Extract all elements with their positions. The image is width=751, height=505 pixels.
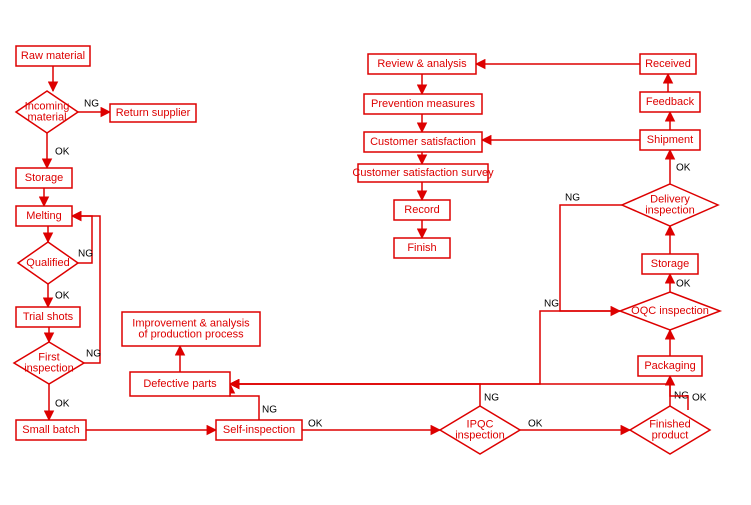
edge-label-6: OK	[55, 291, 70, 302]
node-label-improve: Improvement & analysisof production proc…	[132, 317, 250, 340]
edge-label-22: NG	[565, 193, 580, 204]
edge-ipqc-defective	[230, 384, 480, 406]
node-label-shipment: Shipment	[647, 134, 693, 146]
node-ipqc: IPQCinspection	[440, 406, 520, 454]
node-feedback: Feedback	[640, 92, 700, 112]
edge-label-13: OK	[308, 419, 323, 430]
edge-label-15: OK	[528, 419, 543, 430]
node-label-received: Received	[645, 58, 691, 70]
edge-label-9: OK	[55, 399, 70, 410]
edge-label-20: OK	[676, 279, 691, 290]
node-label-oqc: OQC inspection	[631, 305, 709, 317]
node-label-finprod: Finishedproduct	[649, 418, 691, 441]
node-packaging: Packaging	[638, 356, 702, 376]
node-raw: Raw material	[16, 46, 90, 66]
node-label-delivery: Deliveryinspection	[645, 193, 695, 216]
node-storage1: Storage	[16, 168, 72, 188]
node-label-trial: Trial shots	[23, 311, 74, 323]
edge-label-5: NG	[78, 249, 93, 260]
node-finish: Finish	[394, 238, 450, 258]
edge-label-14: NG	[484, 393, 499, 404]
node-label-qualified: Qualified	[26, 257, 69, 269]
node-incoming: Incomingmaterial	[16, 91, 78, 133]
node-label-raw: Raw material	[21, 50, 85, 62]
edge-label-8: NG	[86, 349, 101, 360]
edge-finprod-defective	[230, 384, 670, 406]
node-received: Received	[640, 54, 696, 74]
node-label-packaging: Packaging	[644, 360, 695, 372]
node-review: Review & analysis	[368, 54, 476, 74]
node-qualified: Qualified	[18, 242, 78, 284]
node-label-survey: Customer satisfaction survey	[352, 167, 494, 179]
node-label-review: Review & analysis	[377, 58, 467, 70]
node-label-record: Record	[404, 204, 439, 216]
node-survey: Customer satisfaction survey	[352, 164, 494, 182]
node-finprod: Finishedproduct	[630, 406, 710, 454]
node-return: Return supplier	[110, 104, 196, 122]
edge-oqc-defective	[230, 311, 620, 384]
node-prevent: Prevention measures	[364, 94, 482, 114]
edge-selfinsp-defective	[230, 384, 259, 420]
edge-delivery-oqc	[560, 205, 622, 311]
edge-label-23: OK	[676, 163, 691, 174]
node-record: Record	[394, 200, 450, 220]
node-custsat: Customer satisfaction	[364, 132, 482, 152]
node-small: Small batch	[16, 420, 86, 440]
node-label-selfinsp: Self-inspection	[223, 424, 295, 436]
edge-label-2: OK	[55, 147, 70, 158]
node-trial: Trial shots	[16, 307, 80, 327]
node-label-return: Return supplier	[116, 107, 191, 119]
node-label-feedback: Feedback	[646, 96, 695, 108]
node-label-prevent: Prevention measures	[371, 98, 475, 110]
node-oqc: OQC inspection	[620, 292, 720, 330]
node-label-defective: Defective parts	[143, 378, 217, 390]
node-melting: Melting	[16, 206, 72, 226]
node-label-storage2: Storage	[651, 258, 690, 270]
node-shipment: Shipment	[640, 130, 700, 150]
node-delivery: Deliveryinspection	[622, 184, 718, 226]
node-label-finish: Finish	[407, 242, 436, 254]
edge-label-11: NG	[262, 405, 277, 416]
node-label-small: Small batch	[22, 424, 79, 436]
node-defective: Defective parts	[130, 372, 230, 396]
edge-label-1: NG	[84, 99, 99, 110]
edge-first-melting	[72, 216, 100, 363]
node-selfinsp: Self-inspection	[216, 420, 302, 440]
node-label-storage1: Storage	[25, 172, 64, 184]
edge-label-17: OK	[692, 393, 707, 404]
node-label-incoming: Incomingmaterial	[25, 100, 70, 123]
node-first: Firstinspection	[14, 342, 84, 384]
flowchart-canvas: NGOKNGOKNGOKNGOKNGOKNGOKNGOKNGOK Raw mat…	[0, 0, 751, 505]
edge-label-19: NG	[544, 299, 559, 310]
node-label-custsat: Customer satisfaction	[370, 136, 476, 148]
node-storage2: Storage	[642, 254, 698, 274]
node-improve: Improvement & analysisof production proc…	[122, 312, 260, 346]
node-label-melting: Melting	[26, 210, 61, 222]
